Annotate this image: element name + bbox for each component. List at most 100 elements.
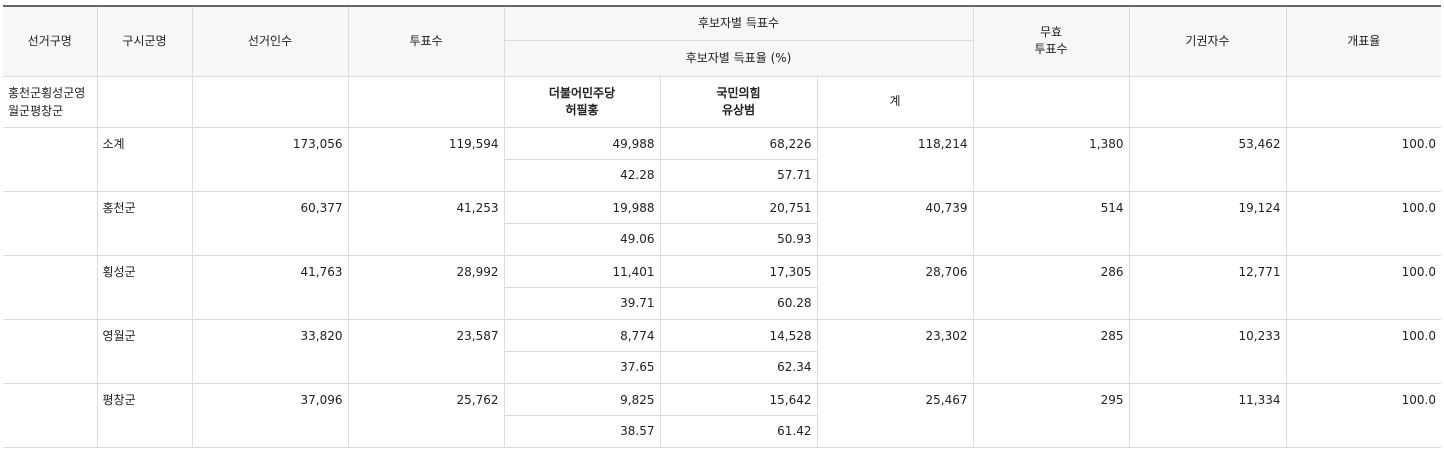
table-body: 소계 173,056 119,594 49,988 68,226 118,214…: [3, 126, 1441, 448]
area-name: 평창군: [96, 382, 193, 448]
votes-cell: 28,992: [347, 254, 505, 320]
empty-cell: [191, 75, 349, 128]
abstentions-cell: 10,233: [1128, 318, 1287, 384]
counting-rate-cell: 100.0: [1285, 190, 1441, 256]
table-row-rate: 39.71 60.28: [3, 286, 1441, 320]
candidate-1-party: 더불어민주당: [548, 85, 616, 100]
area-name: 소계: [96, 126, 193, 192]
header-invalid-line2: 투표수: [1034, 42, 1068, 57]
votes-cell: 41,253: [347, 190, 505, 256]
district-name: 홍천군횡성군영 월군평창군: [3, 75, 98, 128]
header-abstentions: 기권자수: [1128, 5, 1287, 77]
table-row: 소계 173,056 119,594 49,988 68,226 118,214…: [3, 126, 1441, 192]
voters-cell: 173,056: [191, 126, 349, 192]
empty-cell: [96, 75, 193, 128]
voters-cell: 41,763: [191, 254, 349, 320]
candidate-2-rate: 50.93: [659, 222, 818, 256]
votes-cell: 119,594: [347, 126, 505, 192]
candidate-1-rate: 38.57: [503, 414, 661, 448]
empty-cell: [1285, 75, 1441, 128]
header-election-district: 선거구명: [3, 5, 98, 77]
area-name: 영월군: [96, 318, 193, 384]
voters-cell: 60,377: [191, 190, 349, 256]
table-row: 영월군 33,820 23,587 8,774 14,528 23,302 28…: [3, 318, 1441, 384]
abstentions-cell: 12,771: [1128, 254, 1287, 320]
candidate-2-rate: 57.71: [659, 158, 818, 192]
table-row: 횡성군 41,763 28,992 11,401 17,305 28,706 2…: [3, 254, 1441, 320]
table-header: 선거구명 구시군명 선거인수 투표수 후보자별 득표수 무효 투표수 기권자수 …: [3, 5, 1441, 128]
candidate-2-votes: 14,528: [659, 318, 818, 352]
district-cell: [3, 318, 98, 384]
candidate-2-rate: 61.42: [659, 414, 818, 448]
votes-cell: 25,762: [347, 382, 505, 448]
counting-rate-cell: 100.0: [1285, 318, 1441, 384]
candidate-2-votes: 15,642: [659, 382, 818, 416]
candidate-1-votes: 8,774: [503, 318, 661, 352]
candidate-2-party: 국민의힘: [716, 85, 761, 100]
candidate-1-votes: 11,401: [503, 254, 661, 288]
header-invalid-votes: 무효 투표수: [972, 5, 1130, 77]
candidate-2-header: 국민의힘 유상범: [659, 75, 818, 128]
candidate-1-votes: 9,825: [503, 382, 661, 416]
total-votes: 25,467: [816, 382, 974, 448]
results-table-wrapper: 선거구명 구시군명 선거인수 투표수 후보자별 득표수 무효 투표수 기권자수 …: [3, 5, 1441, 448]
candidate-1-name: 허필홍: [565, 102, 599, 117]
candidate-2-name: 유상범: [721, 102, 756, 117]
table-row-rate: 49.06 50.93: [3, 222, 1441, 256]
candidate-1-rate: 37.65: [503, 350, 661, 384]
invalid-votes: 286: [972, 254, 1130, 320]
table-row-rate: 42.28 57.71: [3, 158, 1441, 192]
district-cell: [3, 190, 98, 256]
total-header: 계: [816, 75, 974, 128]
district-cell: [3, 126, 98, 192]
candidate-2-votes: 17,305: [659, 254, 818, 288]
area-name: 홍천군: [96, 190, 193, 256]
header-invalid-line1: 무효: [1039, 25, 1063, 40]
abstentions-cell: 19,124: [1128, 190, 1287, 256]
votes-cell: 23,587: [347, 318, 505, 384]
header-votes: 투표수: [347, 5, 505, 77]
candidate-1-rate: 39.71: [503, 286, 661, 320]
candidate-1-rate: 42.28: [503, 158, 661, 192]
empty-cell: [972, 75, 1130, 128]
empty-cell: [1128, 75, 1287, 128]
voters-cell: 37,096: [191, 382, 349, 448]
candidate-2-rate: 60.28: [659, 286, 818, 320]
district-name-line2: 월군평창군: [8, 103, 64, 118]
abstentions-cell: 53,462: [1128, 126, 1287, 192]
invalid-votes: 285: [972, 318, 1130, 384]
candidate-1-votes: 49,988: [503, 126, 661, 160]
district-cell: [3, 254, 98, 320]
abstentions-cell: 11,334: [1128, 382, 1287, 448]
table-row: 홍천군 60,377 41,253 19,988 20,751 40,739 5…: [3, 190, 1441, 256]
candidate-2-rate: 62.34: [659, 350, 818, 384]
total-votes: 118,214: [816, 126, 974, 192]
empty-cell: [347, 75, 505, 128]
election-results-table: 선거구명 구시군명 선거인수 투표수 후보자별 득표수 무효 투표수 기권자수 …: [3, 5, 1441, 448]
district-cell: [3, 382, 98, 448]
invalid-votes: 514: [972, 190, 1130, 256]
total-votes: 28,706: [816, 254, 974, 320]
header-candidate-rate: 후보자별 득표율 (%): [503, 39, 974, 77]
candidate-1-votes: 19,988: [503, 190, 661, 224]
invalid-votes: 1,380: [972, 126, 1130, 192]
candidate-1-rate: 49.06: [503, 222, 661, 256]
header-voters: 선거인수: [191, 5, 349, 77]
district-name-line1: 홍천군횡성군영: [8, 85, 86, 100]
counting-rate-cell: 100.0: [1285, 382, 1441, 448]
table-row-rate: 37.65 62.34: [3, 350, 1441, 384]
invalid-votes: 295: [972, 382, 1130, 448]
table-row: 평창군 37,096 25,762 9,825 15,642 25,467 29…: [3, 382, 1441, 448]
table-row-rate: 38.57 61.42: [3, 414, 1441, 448]
counting-rate-cell: 100.0: [1285, 254, 1441, 320]
candidate-1-header: 더불어민주당 허필홍: [503, 75, 661, 128]
total-votes: 23,302: [816, 318, 974, 384]
header-candidate-votes: 후보자별 득표수: [503, 5, 974, 41]
candidate-2-votes: 68,226: [659, 126, 818, 160]
total-votes: 40,739: [816, 190, 974, 256]
header-counting-rate: 개표율: [1285, 5, 1441, 77]
area-name: 횡성군: [96, 254, 193, 320]
voters-cell: 33,820: [191, 318, 349, 384]
header-city-county: 구시군명: [96, 5, 193, 77]
candidate-2-votes: 20,751: [659, 190, 818, 224]
